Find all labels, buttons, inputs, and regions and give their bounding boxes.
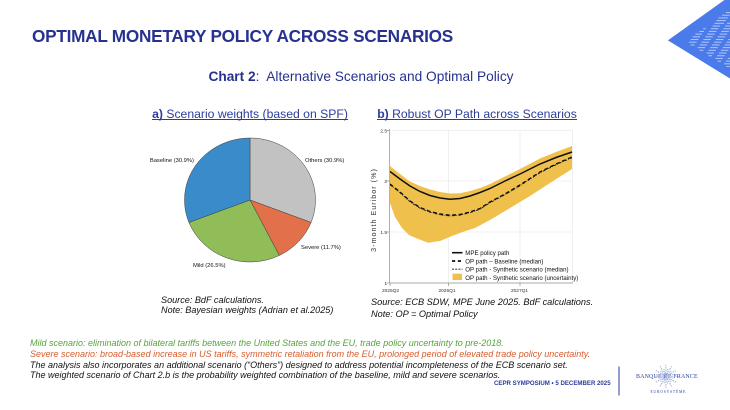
- svg-text:2: 2: [384, 179, 387, 185]
- svg-text:1.5: 1.5: [380, 230, 387, 236]
- svg-text:Severe (11.7%): Severe (11.7%): [301, 245, 341, 251]
- svg-text:3-month Euribor (%): 3-month Euribor (%): [369, 168, 378, 252]
- svg-text:OP path - Synthetic scenario (: OP path - Synthetic scenario (median): [465, 267, 568, 274]
- svg-text:Baseline (30.9%): Baseline (30.9%): [150, 158, 194, 164]
- svg-text:1: 1: [384, 281, 387, 287]
- svg-text:2.5: 2.5: [380, 129, 387, 135]
- svg-text:2025Q2: 2025Q2: [382, 288, 399, 294]
- svg-text:Others (30.9%): Others (30.9%): [305, 158, 344, 164]
- svg-text:OP path – Baseline (median): OP path – Baseline (median): [465, 258, 543, 265]
- svg-text:2027Q1: 2027Q1: [511, 288, 528, 294]
- svg-text:OP path - Synthetic scenario (: OP path - Synthetic scenario (uncertaint…: [465, 275, 578, 282]
- svg-text:MPE policy path: MPE policy path: [465, 250, 509, 257]
- svg-text:Mild (26.5%): Mild (26.5%): [193, 263, 226, 269]
- svg-text:2026Q1: 2026Q1: [438, 288, 455, 294]
